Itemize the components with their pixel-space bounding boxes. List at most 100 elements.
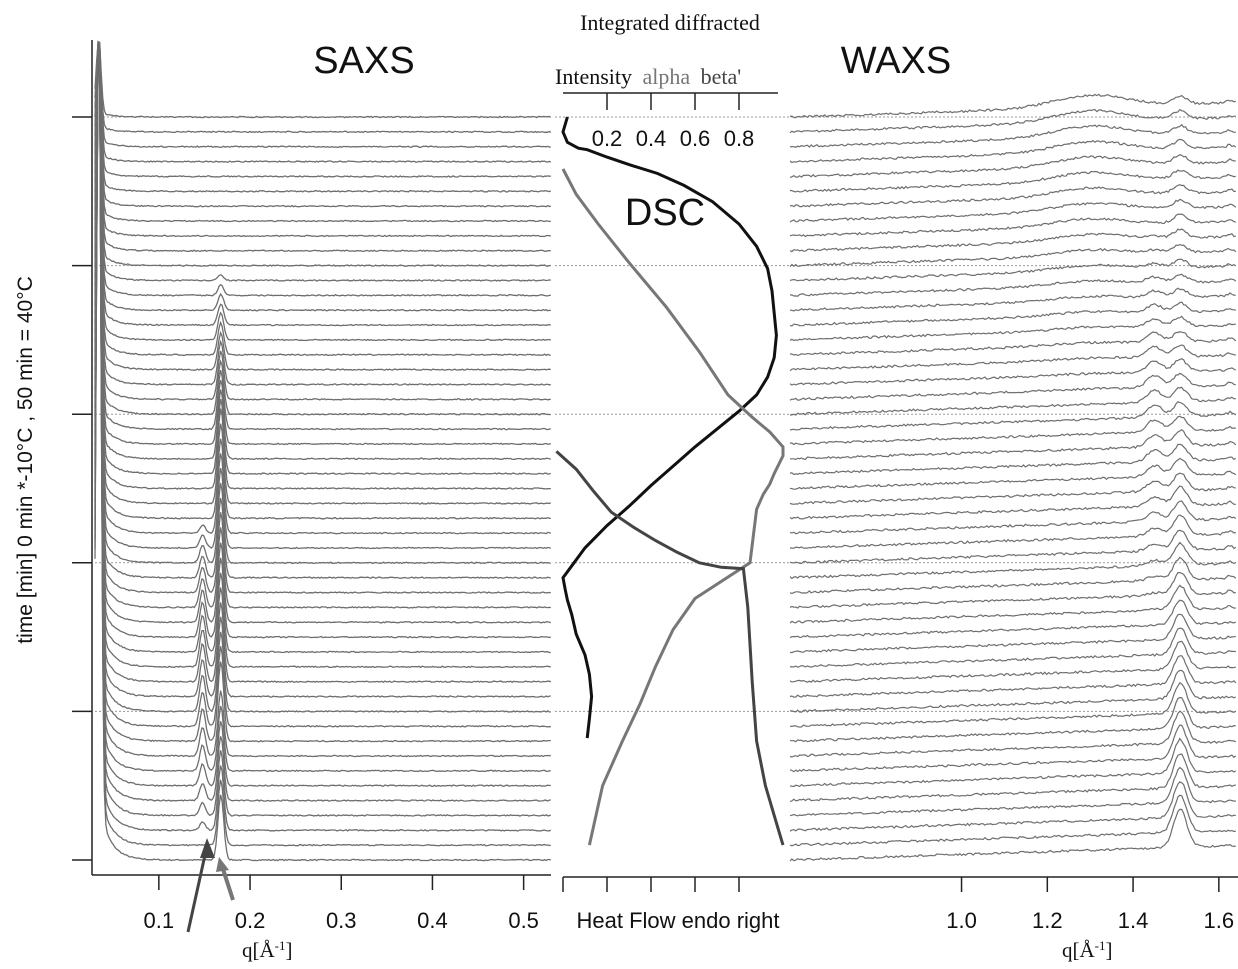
saxs-trace — [94, 41, 551, 149]
saxs-y-ticks — [72, 116, 92, 861]
saxs-trace — [94, 55, 551, 758]
waxs-trace — [789, 93, 1236, 119]
waxs-trace — [789, 213, 1236, 238]
saxs-trace — [94, 48, 551, 461]
waxs-trace — [789, 541, 1237, 580]
waxs-x-tick-label: 1.4 — [1118, 908, 1149, 933]
waxs-trace — [789, 724, 1237, 773]
waxs-trace — [789, 273, 1237, 297]
saxs-trace — [94, 53, 552, 684]
waxs-trace — [789, 258, 1237, 282]
waxs-trace — [789, 123, 1236, 148]
saxs-trace — [94, 43, 551, 297]
waxs-trace — [789, 753, 1236, 803]
waxs-title: WAXS — [841, 40, 952, 82]
saxs-trace — [94, 53, 551, 669]
saxs-trace — [94, 50, 551, 520]
saxs-trace — [94, 47, 551, 386]
waxs-trace — [789, 108, 1236, 134]
arrow-beta-shaft — [220, 865, 235, 901]
saxs-trace — [94, 55, 551, 728]
waxs-trace — [789, 571, 1236, 609]
waxs-trace — [789, 415, 1236, 446]
saxs-trace — [94, 52, 551, 580]
saxs-trace — [94, 44, 551, 282]
bottom-x-ticks — [562, 877, 740, 892]
saxs-trace — [94, 41, 552, 208]
waxs-trace — [789, 457, 1237, 490]
bottom-axis-label: Heat Flow endo right — [577, 908, 780, 933]
waxs-trace — [789, 228, 1236, 253]
waxs-trace — [789, 766, 1236, 817]
beta-curve — [555, 450, 785, 846]
waxs-trace — [789, 485, 1236, 520]
top-axis-label-line2: Intensity alpha beta' — [555, 64, 741, 89]
waxs-trace — [789, 669, 1237, 713]
waxs-trace — [789, 472, 1236, 505]
waxs-trace — [789, 514, 1236, 549]
waxs-x-label: q[Å-1] — [1062, 938, 1113, 963]
dsc-label: DSC — [625, 192, 705, 234]
saxs-trace — [94, 50, 552, 535]
saxs-trace — [94, 56, 551, 788]
waxs-traces — [789, 93, 1237, 862]
top-x-ticks: 0.2 0.4 0.6 0.8 — [592, 93, 754, 151]
waxs-trace — [789, 627, 1236, 668]
waxs-trace — [790, 696, 1236, 743]
top-x-tick-label: 0.6 — [680, 126, 711, 151]
waxs-x-tick-label: 1.0 — [946, 908, 977, 933]
waxs-trace — [789, 184, 1236, 208]
arrow-alpha-shaft — [186, 845, 209, 933]
saxs-title: SAXS — [313, 40, 414, 82]
saxs-trace — [94, 56, 552, 817]
arrow-beta-head — [216, 857, 229, 872]
saxs-trace — [94, 57, 552, 832]
top-axis-word-alpha: alpha — [643, 64, 691, 89]
saxs-trace — [94, 54, 551, 698]
saxs-x-tick-label: 0.5 — [508, 908, 539, 933]
waxs-trace — [789, 794, 1236, 847]
saxs-trace — [94, 49, 551, 475]
saxs-trace — [94, 42, 552, 193]
saxs-trace — [94, 48, 551, 431]
integrated-intensity-panel: Integrated diffracted Intensity alpha be… — [555, 10, 790, 933]
saxs-trace — [94, 51, 552, 609]
saxs-trace — [94, 40, 552, 134]
saxs-trace — [94, 44, 551, 371]
waxs-trace — [789, 428, 1237, 461]
waxs-trace — [789, 331, 1237, 357]
saxs-trace — [94, 50, 551, 565]
waxs-trace — [789, 358, 1237, 386]
waxs-trace — [789, 529, 1237, 565]
saxs-trace — [94, 44, 551, 312]
alpha-curve — [561, 168, 785, 846]
saxs-trace — [94, 55, 551, 743]
saxs-trace — [94, 55, 551, 773]
waxs-trace — [789, 599, 1237, 639]
saxs-trace — [94, 54, 551, 713]
saxs-trace — [94, 42, 551, 178]
saxs-panel: 0.1 0.2 0.3 0.4 0.5 SAXS q[Å-1] time [min] 0… — [14, 40, 552, 962]
waxs-trace — [789, 640, 1237, 683]
top-axis-word-intensity: Intensity — [555, 64, 632, 89]
saxs-x-tick-label: 0.3 — [326, 908, 357, 933]
waxs-trace — [789, 808, 1236, 862]
saxs-trace — [94, 52, 551, 594]
waxs-trace — [789, 500, 1237, 535]
waxs-guide-lines — [555, 116, 1236, 712]
saxs-trace — [94, 49, 552, 446]
waxs-trace — [789, 681, 1237, 728]
waxs-trace — [789, 443, 1237, 476]
saxs-trace — [94, 43, 551, 223]
waxs-trace — [789, 401, 1237, 431]
saxs-trace — [94, 44, 552, 342]
saxs-trace — [94, 48, 551, 490]
waxs-trace — [789, 710, 1237, 758]
saxs-trace — [94, 41, 552, 163]
waxs-x-tick-label: 1.2 — [1032, 908, 1063, 933]
top-x-tick-label: 0.4 — [636, 126, 667, 151]
waxs-trace — [789, 781, 1236, 832]
waxs-panel: 1.0 1.2 1.4 1.6 WAXS q[Å-1] — [789, 40, 1238, 963]
saxs-trace — [94, 43, 552, 238]
